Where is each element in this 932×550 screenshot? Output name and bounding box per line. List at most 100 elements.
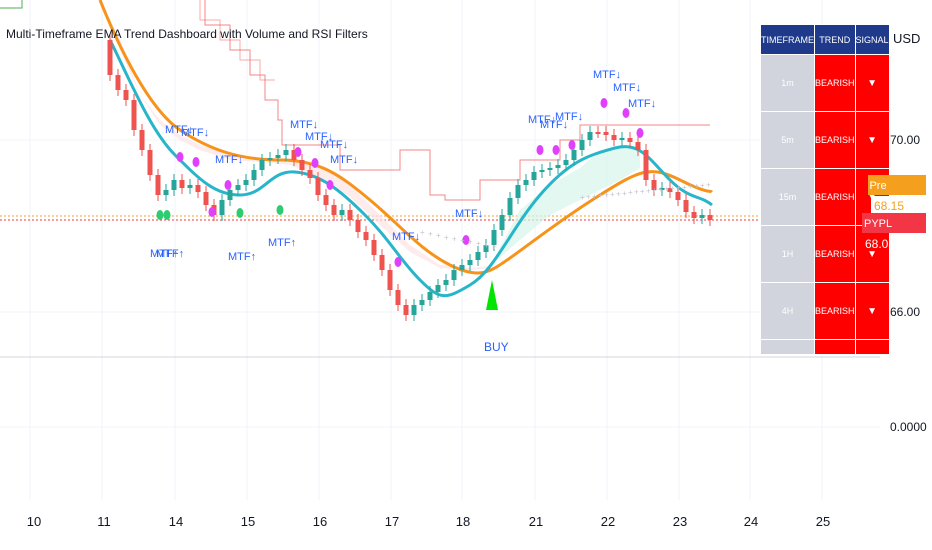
price-axis-label: 0.0000 bbox=[890, 420, 927, 434]
time-axis-label: 24 bbox=[743, 514, 759, 529]
candle-body bbox=[411, 305, 417, 315]
candle-body bbox=[435, 285, 441, 292]
trend-dashboard: TIMEFRAME TREND SIGNAL 1m BEARISH ▼ 5m B… bbox=[760, 24, 890, 355]
buy-arrow bbox=[486, 280, 498, 310]
candle-body bbox=[355, 220, 361, 232]
candle-body bbox=[419, 300, 425, 305]
bull-signal-dot bbox=[156, 210, 164, 220]
trail-marker: + bbox=[700, 181, 705, 190]
mtf-down-label: MTF↓ bbox=[528, 114, 556, 126]
trail-marker: + bbox=[484, 241, 489, 250]
currency-label: USD bbox=[893, 31, 921, 46]
candle-body bbox=[475, 252, 481, 260]
candle-body bbox=[491, 230, 497, 245]
trail-marker: + bbox=[694, 182, 699, 191]
candle-body bbox=[363, 232, 369, 240]
trail-marker: + bbox=[688, 182, 693, 191]
candle-body bbox=[675, 192, 681, 200]
trail-marker: + bbox=[592, 192, 597, 201]
price-axis-label: 66.00 bbox=[890, 305, 921, 319]
trail-marker: + bbox=[444, 233, 449, 242]
trail-marker: + bbox=[610, 190, 615, 199]
mtf-down-label: MTF↓ bbox=[290, 119, 318, 131]
candle-body bbox=[171, 180, 177, 190]
candle-body bbox=[323, 195, 329, 205]
candle-body bbox=[547, 168, 553, 170]
trail-marker: + bbox=[622, 189, 627, 198]
candle-body bbox=[707, 215, 713, 220]
ema-cloud-bull bbox=[490, 145, 640, 266]
trend-cell: BEARISH bbox=[814, 282, 856, 340]
grid bbox=[0, 0, 880, 500]
candle-body bbox=[115, 75, 121, 90]
candle-body bbox=[267, 158, 273, 160]
time-axis-label: 10 bbox=[26, 514, 42, 529]
mtf-up-label: MTF↑ bbox=[268, 237, 296, 249]
trail-marker: + bbox=[468, 238, 473, 247]
header-trend: TREND bbox=[814, 24, 856, 55]
bear-signal-dot bbox=[192, 157, 200, 167]
time-axis-label: 23 bbox=[672, 514, 688, 529]
candle-body bbox=[627, 138, 633, 142]
tag-value: 68.08 bbox=[865, 237, 896, 251]
bear-signal-dot bbox=[552, 145, 560, 155]
bull-signal-dot bbox=[236, 208, 244, 218]
candle-body bbox=[235, 185, 241, 190]
candle-body bbox=[683, 200, 689, 212]
ema-cloud-bear bbox=[100, 0, 490, 270]
dashboard-row-5m: 5m BEARISH ▼ bbox=[760, 111, 890, 169]
candle-body bbox=[483, 245, 489, 252]
dashboard-row-4h: 4H BEARISH ▼ bbox=[760, 282, 890, 340]
candle-body bbox=[371, 240, 377, 255]
trail-marker: + bbox=[604, 191, 609, 200]
candle-body bbox=[275, 155, 281, 158]
candle-body bbox=[499, 215, 505, 230]
mtf-down-label: MTF↓ bbox=[330, 154, 358, 166]
candle-body bbox=[331, 205, 337, 215]
candle-body bbox=[563, 160, 569, 165]
signal-cell: ▼ bbox=[854, 111, 890, 169]
trend-cell: BEARISH bbox=[814, 111, 856, 169]
bear-signal-dot bbox=[536, 145, 544, 155]
candle-body bbox=[123, 90, 129, 100]
candle-body bbox=[611, 135, 617, 140]
trail-marker: + bbox=[646, 186, 651, 195]
trail-marker: + bbox=[420, 228, 425, 237]
candle-body bbox=[315, 178, 321, 195]
candle-body bbox=[515, 185, 521, 198]
trail-marker: + bbox=[460, 236, 465, 245]
mtf-down-label: MTF↓ bbox=[320, 139, 348, 151]
candle-body bbox=[179, 180, 185, 188]
resistance-line bbox=[204, 0, 710, 201]
candle-body bbox=[427, 292, 433, 300]
last-price-tag: PYPL 68.08 bbox=[862, 213, 926, 251]
candle-body bbox=[187, 185, 193, 188]
candle-body bbox=[523, 180, 529, 185]
tf-cell: 1H bbox=[760, 225, 815, 283]
time-axis-label: 18 bbox=[455, 514, 471, 529]
candle-body bbox=[107, 40, 113, 75]
trail-marker: + bbox=[616, 189, 621, 198]
time-axis-label: 14 bbox=[168, 514, 184, 529]
candle-body bbox=[459, 265, 465, 270]
candle-body bbox=[395, 290, 401, 305]
candle-body bbox=[307, 170, 313, 178]
tag-value: 68.15 bbox=[871, 196, 908, 216]
candle-body bbox=[387, 270, 393, 290]
mtf-down-label: MTF↓ bbox=[165, 124, 193, 136]
trail-marker: + bbox=[676, 183, 681, 192]
mtf-down-label: MTF↓ bbox=[215, 154, 243, 166]
candles bbox=[107, 34, 713, 321]
trail-marker: + bbox=[580, 193, 585, 202]
signal-cell: ▼ bbox=[854, 54, 890, 112]
trail-marker: + bbox=[634, 188, 639, 197]
candle-body bbox=[643, 150, 649, 180]
candle-body bbox=[651, 180, 657, 190]
candle-body bbox=[451, 270, 457, 280]
bear-signal-dot bbox=[568, 140, 576, 150]
trend-cell: BEARISH bbox=[814, 168, 856, 226]
mtf-down-label: MTF↓ bbox=[455, 208, 483, 220]
candle-body bbox=[579, 140, 585, 150]
bear-signal-dot bbox=[294, 147, 302, 157]
